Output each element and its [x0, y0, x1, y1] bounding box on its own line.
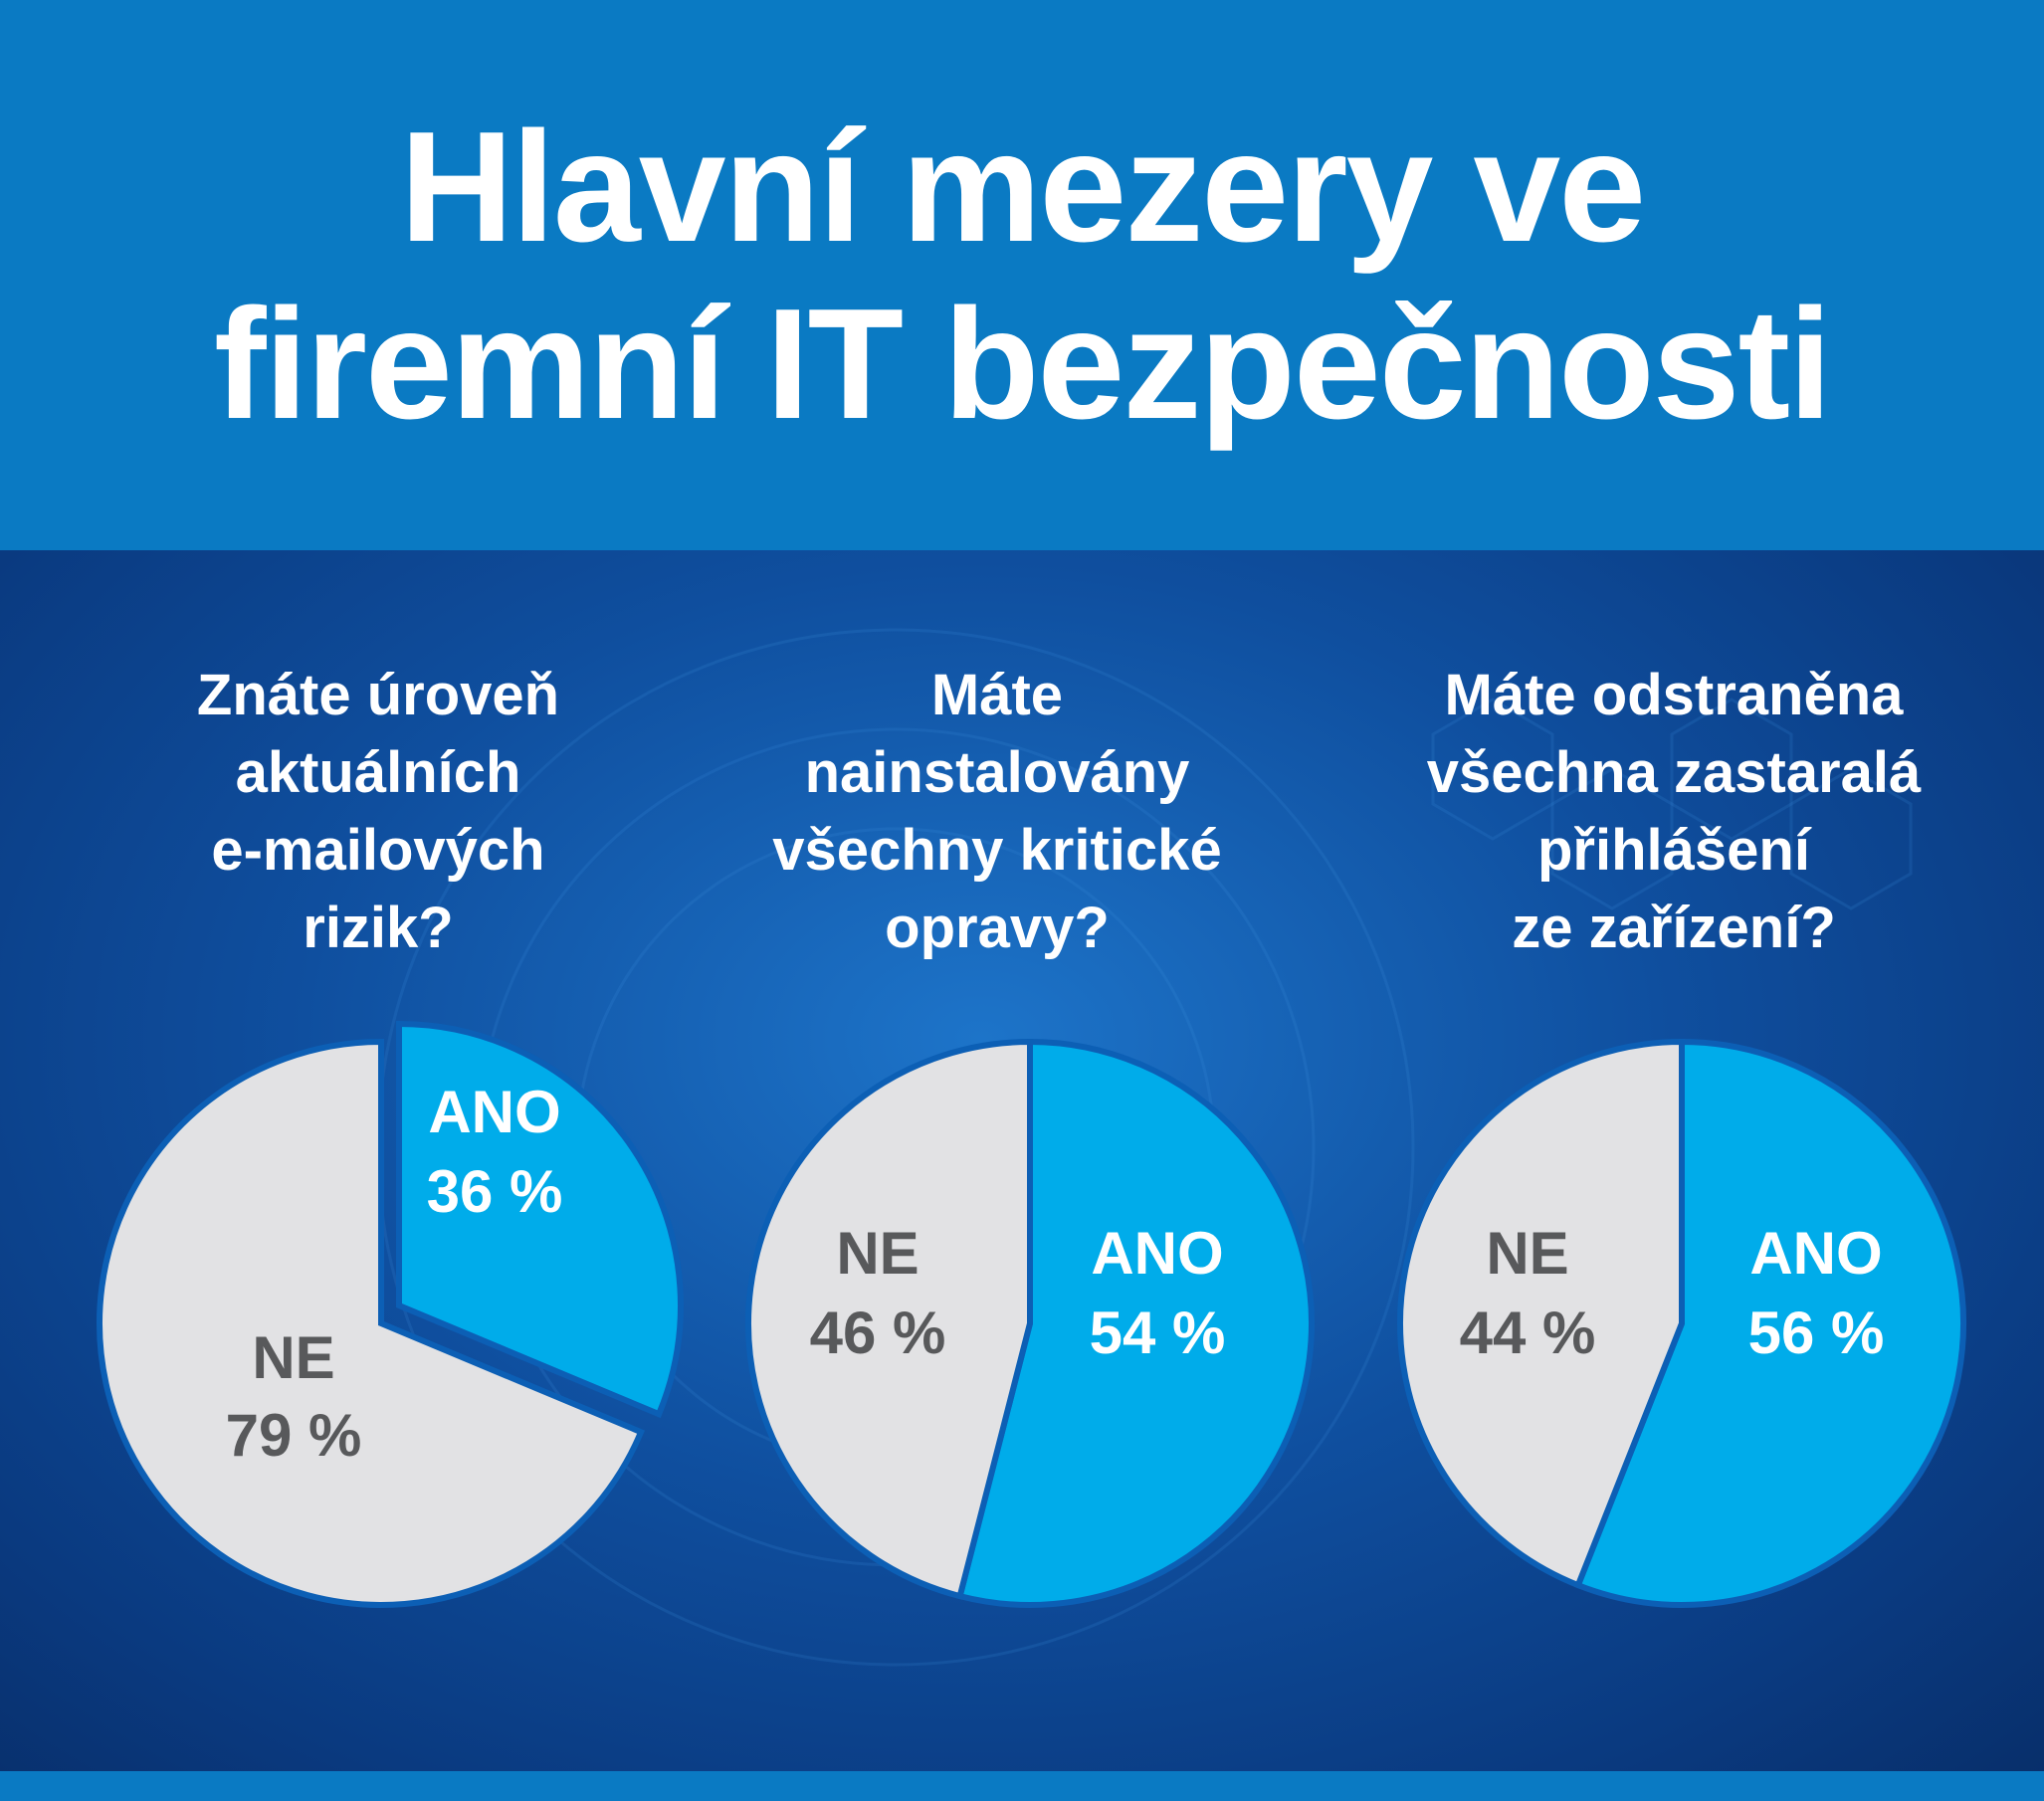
slice-value-ano: 54 %	[1090, 1300, 1226, 1366]
question-2: Máte nainstalovány všechny kritické opra…	[718, 657, 1276, 967]
header: Hlavní mezery ve firemní IT bezpečnosti	[0, 0, 2044, 550]
slice-label-ne: NE	[1486, 1220, 1568, 1287]
question-3-line: přihlášení	[1537, 818, 1810, 883]
slice-label-ano: ANO	[1091, 1220, 1223, 1287]
slice-value-ne: 79 %	[226, 1402, 362, 1469]
question-2-line: nainstalovány	[804, 740, 1190, 805]
pie-chart-3: ANO 56 % NE 44 %	[1397, 1038, 1966, 1608]
page-title-line-2: firemní IT bezpečnosti	[213, 276, 1832, 452]
question-2-line: všechny kritické	[772, 818, 1222, 883]
footer-band	[0, 1771, 2044, 1801]
page-title-line-1: Hlavní mezery ve	[399, 99, 1646, 275]
slice-value-ne: 46 %	[810, 1300, 946, 1366]
question-1-line: aktuálních	[235, 740, 521, 805]
pie-slice-ne	[97, 1038, 646, 1608]
question-3-line: všechna zastaralá	[1426, 740, 1922, 805]
question-1-line: Znáte úroveň	[196, 663, 560, 727]
slice-label-ano: ANO	[428, 1079, 560, 1145]
question-1-line: e-mailových	[211, 818, 545, 883]
pie-slice-ne	[1397, 1038, 1685, 1590]
question-3-line: ze zařízení?	[1512, 896, 1836, 960]
pie-slice-ano	[396, 1020, 684, 1419]
question-2-line: Máte	[930, 663, 1064, 727]
pie-chart-2: ANO 54 % NE 46 %	[744, 1038, 1315, 1608]
slice-value-ano: 36 %	[427, 1158, 563, 1225]
pie-chart-1: ANO 36 % NE 79 %	[97, 1020, 684, 1608]
slice-label-ne: NE	[836, 1220, 919, 1287]
slice-value-ano: 56 %	[1748, 1300, 1885, 1366]
question-1: Znáte úroveň aktuálních e-mailových rizi…	[100, 657, 657, 967]
slice-label-ano: ANO	[1749, 1220, 1882, 1287]
question-3: Máte odstraněna všechna zastaralá přihlá…	[1395, 657, 1952, 967]
question-2-line: opravy?	[885, 896, 1110, 960]
pie-slice-ano	[1573, 1038, 1966, 1608]
pie-slice-ne	[744, 1038, 1033, 1600]
question-3-line: Máte odstraněna	[1444, 663, 1904, 727]
pie-slice-ano	[955, 1038, 1315, 1608]
question-1-line: rizik?	[303, 896, 454, 960]
slice-label-ne: NE	[252, 1324, 334, 1391]
slice-value-ne: 44 %	[1460, 1300, 1596, 1366]
